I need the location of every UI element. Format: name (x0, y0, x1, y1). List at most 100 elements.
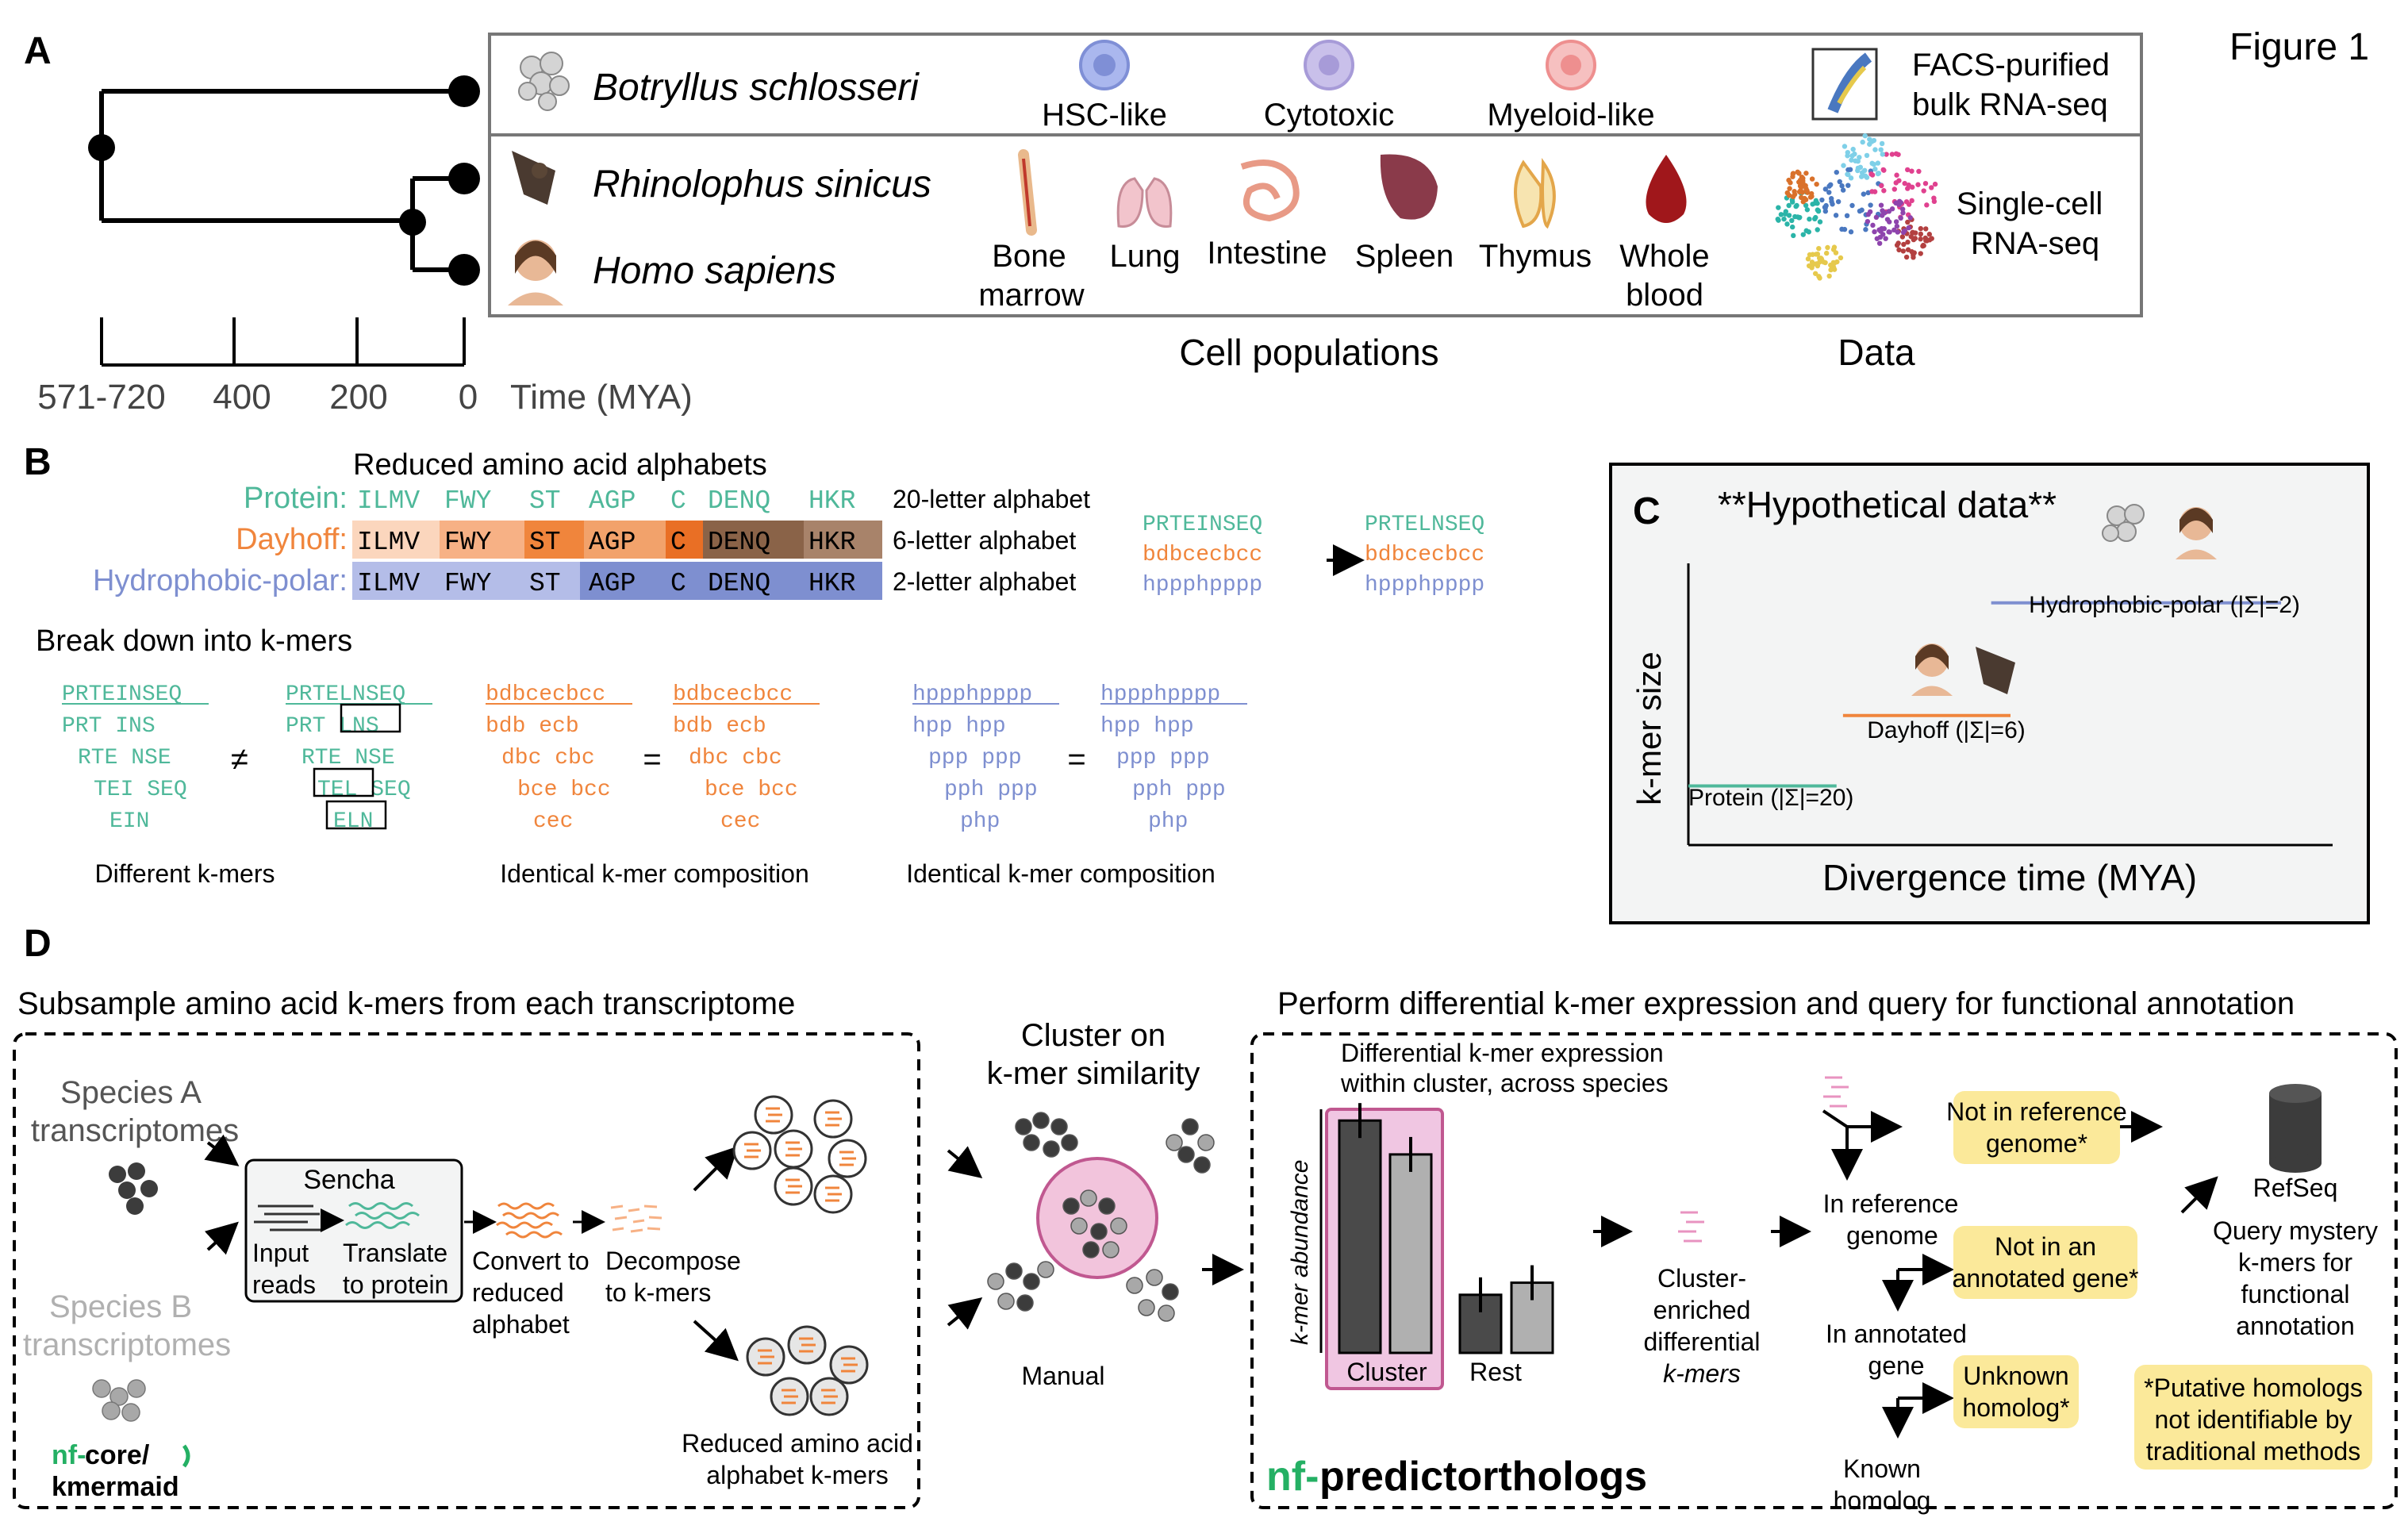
cluster-point-1 (1032, 1112, 1050, 1129)
alphabet-group-1-0: ILMV (357, 528, 420, 557)
known-line2: homolog (1834, 1486, 1931, 1515)
kmermaid-dashed-box (13, 1032, 920, 1509)
row-dayhoff-name: Dayhoff: (236, 523, 348, 556)
enriched-line1: Cluster- (1657, 1264, 1746, 1293)
panel-d: D Subsample amino acid k-mers from each … (13, 923, 2398, 1515)
cluster-point-4 (1043, 1140, 1060, 1158)
right-workflow-title: Perform differential k-mer expression an… (1277, 986, 2295, 1021)
cluster-point-18 (1102, 1241, 1120, 1258)
translate-line1: Translate (343, 1239, 447, 1267)
kmer-5-1: hpp hpp (1100, 714, 1194, 739)
kmer-5-4: php (1148, 809, 1188, 834)
sencha-box (244, 1158, 463, 1303)
query-line3: functional (2241, 1280, 2350, 1308)
series-label-1: Dayhoff (|Σ|=6) (1867, 717, 2026, 743)
kmer-1-4: ELN (333, 809, 373, 834)
kmer-abundance-bars: Cluster Rest (1319, 1103, 1554, 1386)
kmer-5-2: ppp ppp (1116, 746, 1210, 770)
caption-identical-dayhoff: Identical k-mer composition (500, 859, 808, 888)
kmer-2-0: bdbcecbcc (486, 682, 605, 707)
kmer-5-3: pph ppp (1132, 778, 1226, 802)
kmer-3-3: bce bcc (705, 778, 798, 802)
input-reads-line2: reads (252, 1270, 316, 1299)
not-in-ref-box (1953, 1091, 2120, 1164)
tissue-intestine: Intestine (1207, 236, 1327, 271)
human-small-icon-2 (1911, 644, 1953, 696)
cluster-point-3 (1023, 1134, 1040, 1151)
kmer-2-4: cec (533, 809, 573, 834)
caption-different: Different k-mers (94, 859, 275, 888)
cluster-point-16 (1110, 1217, 1127, 1235)
botryllus-small-icon (2102, 504, 2145, 542)
kmer-circles-species-a (732, 1095, 867, 1214)
translate-line2: to protein (343, 1270, 448, 1299)
bone-marrow-icon (1018, 149, 1037, 236)
species-b-line1: Species B (49, 1289, 192, 1324)
alphabet-group-1-2: ST (529, 528, 561, 557)
kmermaid-logo-nf: nf- (52, 1440, 86, 1470)
translated-protein-icon (345, 1202, 420, 1229)
kmer-4-3: pph ppp (944, 778, 1038, 802)
cluster-point-28 (1138, 1299, 1155, 1316)
kmer-1-2: RTE NSE (301, 746, 395, 770)
cluster-point-17 (1082, 1241, 1100, 1258)
kmer-0-3: TEI SEQ (94, 778, 187, 802)
query-line1: Query mystery (2213, 1216, 2378, 1245)
alphabet-group-0-2: ST (529, 486, 561, 516)
series-label-2: Hydrophobic-polar (|Σ|=2) (2029, 592, 2300, 618)
not-in-ref-line2: genome* (1986, 1129, 2087, 1158)
row-protein-note: 20-letter alphabet (893, 485, 1090, 513)
kmer-0-2: RTE NSE (78, 746, 171, 770)
kmer-1-0: PRTELNSEQ (286, 682, 405, 707)
kmer-2-1: bdb ecb (486, 714, 579, 739)
cluster-point-13 (1098, 1197, 1116, 1215)
not-in-annot-box (1953, 1226, 2137, 1299)
query-kmers-icon (1823, 1076, 1849, 1108)
kmer-circles-species-b (746, 1325, 869, 1416)
sencha-label: Sencha (303, 1165, 394, 1195)
kmermaid-logo-name: kmermaid (52, 1472, 179, 1502)
symbol-eq-dayhoff: = (643, 742, 661, 777)
enriched-line3: differential (1643, 1327, 1760, 1356)
kmer-0-0: PRTEINSEQ (62, 682, 182, 707)
reduced-alphabet-icon (496, 1202, 563, 1239)
predictorthologs-logo-name: predictorthologs (1319, 1454, 1647, 1500)
refseq-database-icon (2269, 1084, 2322, 1173)
example-right-hp: hppphpppp (1365, 573, 1484, 597)
data-bottom-line2: RNA-seq (1971, 226, 2099, 261)
row-protein-name: Protein: (244, 482, 348, 515)
panel-b: B Reduced amino acid alphabets Protein: … (24, 441, 1484, 888)
species-b-dots (92, 1379, 146, 1422)
predictorthologs-logo-nf: nf- (1266, 1454, 1319, 1500)
kmer-4-4: php (960, 809, 1000, 834)
alphabet-groups: ILMV FWY ST AGP C DENQ HKR ILMV FWY ST AGP C DENQ HKR… (357, 486, 855, 598)
abundance-bar-0 (1338, 1119, 1382, 1354)
in-annot-line1: In annotated (1826, 1320, 1967, 1348)
row-hp-note: 2-letter alphabet (893, 567, 1076, 596)
series-label-0: Protein (|Σ|=20) (1688, 785, 1853, 811)
in-ref-line2: genome (1846, 1221, 1938, 1250)
not-in-ref-line1: Not in reference (1946, 1097, 2127, 1126)
kmer-3-4: cec (720, 809, 760, 834)
caption-identical-hp: Identical k-mer composition (906, 859, 1215, 888)
facs-plot-icon (1811, 48, 1878, 121)
cluster-title-line2: k-mer similarity (987, 1056, 1200, 1091)
phylogenetic-tree (99, 89, 464, 272)
cluster-point-23 (1016, 1294, 1034, 1312)
kmer-3-1: bdb ecb (673, 714, 766, 739)
bat-small-icon (1976, 647, 2015, 694)
cluster-circle (1036, 1157, 1158, 1279)
input-reads-icon (254, 1204, 321, 1231)
alphabet-group-0-6: HKR (808, 486, 855, 516)
cluster-point-10 (1166, 1134, 1183, 1151)
row-hp-name: Hydrophobic-polar: (93, 564, 348, 597)
time-axis-label: Time (MYA) (510, 378, 693, 417)
cluster-point-21 (1023, 1273, 1040, 1290)
cluster-point-27 (1162, 1283, 1179, 1301)
kmer-1-1: PRT LNS (286, 714, 379, 739)
kmer-3-2: dbc cbc (689, 746, 782, 770)
tree-leaf-human (448, 254, 480, 286)
unknown-line1: Unknown (1963, 1362, 2068, 1390)
kmer-fragments-icon (610, 1204, 662, 1233)
